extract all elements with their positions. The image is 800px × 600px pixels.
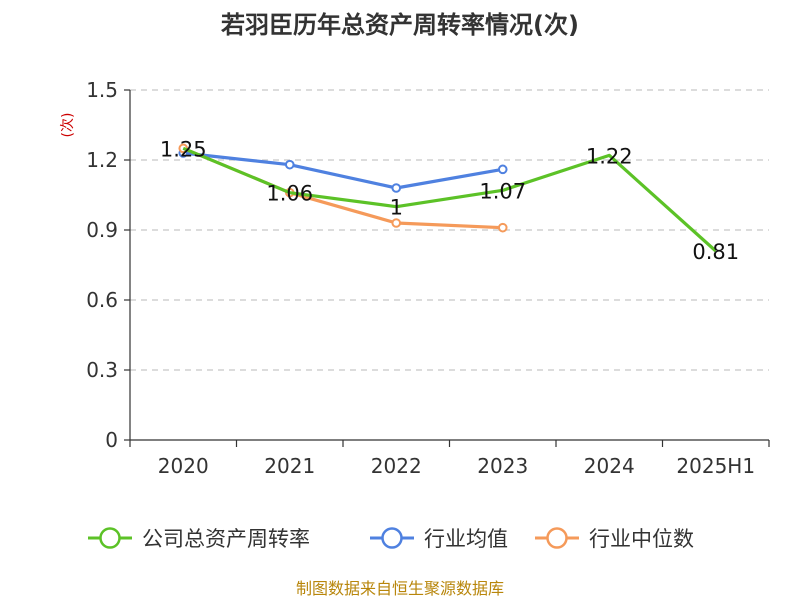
y-tick-label: 0 xyxy=(105,428,118,452)
legend-item: 公司总资产周转率 xyxy=(88,527,310,551)
legend-label: 行业中位数 xyxy=(589,527,694,551)
data-label: 1.22 xyxy=(586,144,633,168)
source-note: 制图数据来自恒生聚源数据库 xyxy=(296,579,504,598)
x-tick-label: 2020 xyxy=(158,454,209,478)
x-tick-label: 2025H1 xyxy=(676,454,755,478)
y-axis-unit: (次) xyxy=(60,113,76,138)
data-label: 1.07 xyxy=(479,179,526,203)
data-point xyxy=(497,222,508,233)
y-tick-label: 1.2 xyxy=(86,148,118,172)
data-label: 1.06 xyxy=(266,182,313,206)
legend: 公司总资产周转率 行业均值 行业中位数 xyxy=(88,527,694,551)
data-label: 0.81 xyxy=(692,240,739,264)
x-tick-label: 2021 xyxy=(264,454,315,478)
data-label: 1 xyxy=(390,196,403,220)
x-tick-label: 2024 xyxy=(584,454,635,478)
series-line xyxy=(183,151,504,190)
y-tick-label: 0.9 xyxy=(86,218,118,242)
chart-title: 若羽臣历年总资产周转率情况(次) xyxy=(220,11,579,39)
grid xyxy=(130,89,769,371)
data-point xyxy=(284,159,295,170)
data-labels: 1.25 1.06 1 1.07 1.22 0.81 xyxy=(160,137,739,264)
legend-label: 行业均值 xyxy=(424,527,508,551)
x-tick-label: 2023 xyxy=(477,454,528,478)
axes: 0 0.3 0.6 0.9 1.2 1.5 2020 2021 2022 2023 2024 2025… xyxy=(86,78,770,478)
legend-label: 公司总资产周转率 xyxy=(142,527,310,551)
data-point xyxy=(391,183,402,193)
legend-item: 行业均值 xyxy=(370,527,508,551)
data-label: 1.25 xyxy=(160,137,207,161)
x-tick-label: 2022 xyxy=(371,454,422,478)
series-line xyxy=(182,146,717,253)
legend-marker xyxy=(546,527,568,549)
y-tick-label: 1.5 xyxy=(86,78,118,102)
y-tick-label: 0.6 xyxy=(86,288,118,312)
legend-marker xyxy=(381,527,403,549)
data-point xyxy=(391,218,402,228)
legend-marker xyxy=(99,527,121,549)
y-tick-label: 0.3 xyxy=(86,358,118,382)
series xyxy=(178,143,717,253)
legend-item: 行业中位数 xyxy=(535,527,694,551)
data-point xyxy=(497,164,508,175)
